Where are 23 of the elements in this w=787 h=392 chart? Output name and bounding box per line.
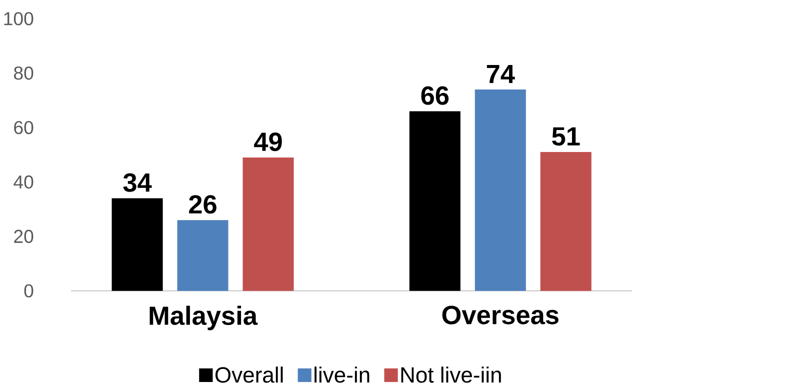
- bar: [409, 111, 460, 291]
- data-label: 49: [254, 132, 282, 152]
- bar: [540, 152, 592, 291]
- legend-label: Not live-iin: [401, 366, 501, 383]
- data-label: 51: [552, 127, 580, 146]
- x-tick-label: Overseas: [442, 306, 558, 324]
- y-tick-label: 100: [4, 12, 34, 26]
- data-label: 66: [421, 86, 449, 105]
- bar: [177, 220, 228, 291]
- y-tick-label: 80: [14, 66, 34, 80]
- x-tick-label: Malaysia: [150, 306, 258, 330]
- bar: [112, 198, 163, 291]
- legend-label: Overall: [215, 366, 283, 383]
- data-label: 34: [123, 173, 152, 192]
- y-tick-label: 60: [14, 120, 34, 134]
- data-label: 26: [189, 195, 216, 214]
- bar: [474, 89, 526, 291]
- y-tick-label: 20: [14, 230, 34, 243]
- y-tick-label: 0: [24, 284, 34, 298]
- bar: [242, 157, 294, 291]
- data-label: 74: [486, 64, 515, 84]
- y-tick-label: 40: [14, 175, 34, 189]
- legend-label: live-in: [314, 366, 370, 383]
